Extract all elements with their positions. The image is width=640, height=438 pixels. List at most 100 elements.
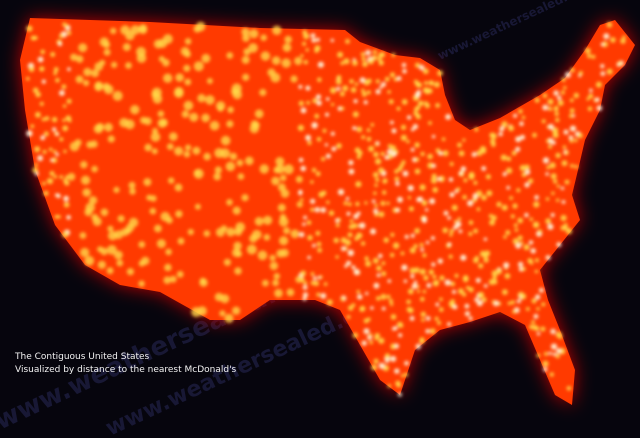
proximity-dot (525, 307, 530, 311)
proximity-dot (502, 289, 508, 295)
proximity-dot (479, 146, 487, 153)
proximity-dot (416, 90, 421, 95)
proximity-dot (533, 201, 540, 208)
proximity-dot (477, 291, 485, 299)
proximity-dot (423, 101, 428, 106)
proximity-dot (606, 22, 613, 28)
proximity-dot (174, 87, 184, 97)
proximity-dot (439, 307, 444, 312)
proximity-dot (303, 60, 308, 65)
proximity-dot (375, 158, 382, 165)
proximity-dot (286, 288, 295, 297)
proximity-dot (124, 119, 135, 130)
proximity-dot (43, 190, 49, 196)
proximity-dot (545, 255, 551, 261)
proximity-dot (140, 116, 148, 124)
proximity-dot (606, 68, 613, 75)
proximity-dot (340, 61, 345, 66)
proximity-dot (138, 280, 145, 287)
proximity-dot (41, 117, 46, 122)
proximity-dot (413, 280, 418, 285)
proximity-dot (413, 107, 419, 112)
proximity-dot (259, 88, 267, 97)
proximity-dot (103, 84, 114, 95)
proximity-dot (515, 136, 522, 143)
proximity-dot (199, 278, 208, 287)
proximity-dot (279, 236, 289, 246)
proximity-dot (129, 188, 136, 195)
proximity-dot (183, 64, 191, 72)
proximity-dot (561, 200, 566, 204)
proximity-dot (437, 70, 443, 76)
proximity-dot (290, 229, 300, 239)
proximity-dot (447, 216, 451, 220)
proximity-dot (565, 228, 573, 235)
proximity-dot (153, 39, 163, 49)
proximity-dot (330, 131, 335, 136)
proximity-dot (437, 320, 441, 325)
proximity-dot (166, 143, 174, 151)
proximity-dot (187, 228, 194, 236)
proximity-dot (59, 33, 64, 39)
proximity-dot (272, 279, 279, 287)
proximity-dot (386, 294, 391, 299)
proximity-dot (463, 178, 468, 183)
proximity-dot (396, 106, 401, 111)
proximity-dot (397, 166, 403, 172)
proximity-dot (411, 283, 418, 290)
proximity-dot (562, 145, 567, 149)
proximity-dot (300, 270, 307, 277)
proximity-dot (326, 299, 333, 306)
proximity-dot (40, 49, 45, 55)
proximity-dot (520, 134, 525, 140)
proximity-dot (236, 159, 244, 167)
proximity-dot (379, 85, 383, 89)
proximity-dot (66, 98, 72, 104)
proximity-dot (368, 333, 373, 337)
proximity-dot (422, 253, 427, 258)
proximity-dot (560, 186, 565, 190)
proximity-dot (553, 179, 558, 184)
proximity-dot (473, 257, 479, 264)
proximity-dot (315, 171, 321, 177)
proximity-dot (91, 165, 98, 173)
proximity-dot (396, 76, 402, 81)
proximity-dot (416, 197, 422, 203)
proximity-dot (110, 27, 117, 35)
proximity-dot (359, 222, 366, 229)
proximity-dot (302, 222, 306, 226)
proximity-dot (53, 67, 59, 72)
proximity-dot (185, 144, 192, 151)
proximity-dot (175, 210, 183, 218)
proximity-dot (305, 48, 309, 52)
proximity-dot (496, 268, 502, 275)
proximity-dot (462, 138, 466, 142)
proximity-dot (310, 198, 316, 204)
proximity-dot (193, 61, 204, 72)
proximity-dot (444, 279, 451, 286)
proximity-dot (62, 118, 66, 123)
proximity-dot (458, 229, 463, 234)
proximity-dot (451, 204, 458, 211)
proximity-dot (91, 69, 99, 78)
proximity-dot (394, 169, 399, 174)
proximity-dot (63, 149, 67, 154)
proximity-dot (69, 141, 80, 152)
proximity-dot (507, 301, 512, 306)
proximity-dot (435, 302, 440, 307)
proximity-dot (365, 49, 371, 56)
proximity-dot (30, 124, 35, 129)
proximity-dot (298, 189, 303, 194)
proximity-dot (569, 108, 575, 114)
proximity-dot (509, 196, 513, 200)
proximity-dot (447, 242, 452, 247)
proximity-dot (373, 282, 380, 289)
proximity-dot (413, 244, 418, 249)
proximity-dot (395, 181, 400, 186)
proximity-dot (300, 198, 304, 202)
proximity-dot (263, 234, 271, 241)
proximity-dot (263, 215, 273, 225)
proximity-dot (303, 215, 307, 220)
proximity-dot (183, 100, 194, 111)
proximity-dot (561, 160, 568, 167)
